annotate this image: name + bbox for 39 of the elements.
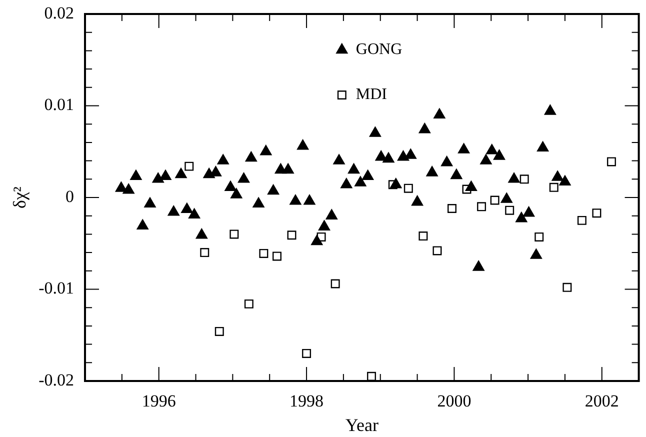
point [549, 182, 558, 192]
y-tick-label: 0.01 [44, 95, 74, 114]
point [404, 184, 413, 193]
y-tick-label: -0.02 [38, 370, 74, 390]
point [477, 202, 486, 212]
point [200, 248, 210, 258]
y-tick-label: 0.02 [44, 3, 74, 22]
point [244, 299, 254, 308]
point [592, 208, 602, 218]
point [577, 216, 586, 225]
legend-label: MDI [356, 86, 388, 104]
point [302, 348, 312, 358]
point [462, 184, 472, 194]
point [367, 372, 376, 381]
point [432, 246, 442, 256]
point [520, 174, 529, 184]
point [562, 282, 572, 292]
y-tick-label: -0.01 [38, 278, 74, 298]
y-axis-title: δχ² [10, 186, 30, 208]
point [184, 162, 194, 171]
x-tick-label: 2002 [584, 392, 619, 411]
x-axis-title: Year [345, 414, 378, 435]
point [505, 206, 514, 215]
x-tick-label: 1998 [290, 392, 324, 411]
point [287, 230, 296, 240]
point [534, 232, 544, 242]
x-tick-label: 2000 [437, 392, 472, 411]
point [214, 326, 224, 336]
point [330, 279, 340, 288]
point [448, 204, 456, 213]
x-tick-label: 1996 [142, 392, 176, 411]
point [490, 196, 500, 205]
point [606, 157, 616, 166]
point [230, 230, 239, 239]
point [418, 232, 428, 241]
y-tick-label: 0 [66, 186, 74, 206]
legend-label: GONG [356, 41, 403, 58]
point [259, 248, 268, 258]
point [272, 252, 282, 261]
